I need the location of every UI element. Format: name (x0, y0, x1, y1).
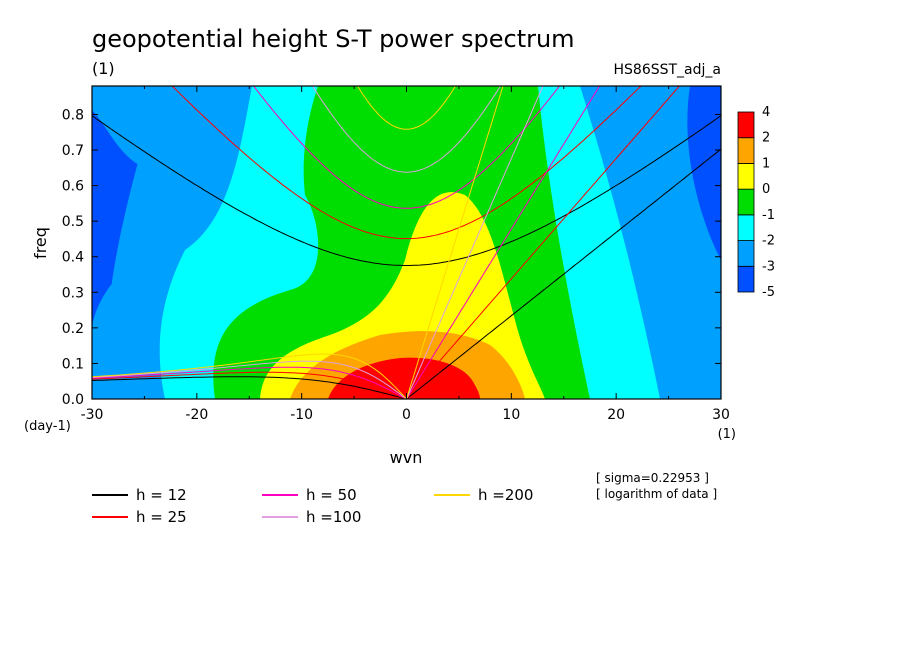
legend: h = 12 h = 25 h = 50 h =100 h =200 (92, 486, 533, 526)
note-log: [ logarithm of data ] (596, 487, 717, 501)
rossby-curve (92, 371, 407, 399)
colorbar-label: 1 (762, 156, 770, 171)
legend-label: h =100 (306, 508, 361, 526)
x-tick-label: -20 (185, 407, 208, 423)
kelvin-curve (406, 86, 601, 399)
colorbar-label: -1 (762, 208, 775, 223)
chart-title: geopotential height S-T power spectrum (92, 25, 575, 53)
rossby-curve (92, 366, 407, 399)
y-tick-label: 0.0 (62, 392, 84, 408)
x-axis: -30 -20 -10 0 10 20 30 (81, 86, 730, 423)
x-tick-label: 30 (712, 407, 730, 423)
note-sigma: [ sigma=0.22953 ] (596, 471, 709, 485)
colorbar-swatch (737, 188, 755, 216)
x-axis-unit: (1) (718, 427, 736, 442)
y-axis-label: freq (31, 227, 50, 259)
gravity-curve (252, 86, 561, 209)
colorbar-label: -5 (762, 285, 775, 300)
kelvin-curve (406, 86, 681, 399)
contour-field (92, 86, 721, 399)
colorbar-label: 0 (762, 182, 770, 197)
y-tick-label: 0.2 (62, 321, 84, 337)
legend-label: h = 25 (136, 508, 187, 526)
colorbar-swatch (737, 265, 755, 293)
chart-subtitle-left: (1) (92, 59, 115, 78)
chart-subtitle-right: HS86SST_adj_a (614, 62, 722, 78)
gravity-curve (356, 86, 457, 130)
kelvin-curve (406, 86, 504, 399)
y-axis-unit: (day-1) (24, 419, 71, 434)
colorbar-swatch (737, 137, 755, 164)
gravity-curve (171, 86, 642, 240)
legend-label: h = 12 (136, 486, 187, 504)
x-tick-label: 20 (607, 407, 625, 423)
rossby-curve (92, 376, 407, 399)
colorbar: -5 -3 -2 -1 0 1 2 4 (737, 105, 775, 300)
legend-label: h =200 (478, 486, 533, 504)
colorbar-label: -2 (762, 234, 775, 249)
colorbar-swatch (737, 111, 755, 139)
colorbar-label: 4 (762, 105, 770, 120)
colorbar-swatch (737, 240, 755, 267)
rossby-curve (92, 360, 407, 399)
gravity-curve (92, 115, 721, 266)
y-tick-label: 0.7 (62, 143, 84, 159)
y-tick-label: 0.1 (62, 356, 84, 372)
y-tick-label: 0.4 (62, 250, 84, 266)
x-tick-label: -10 (290, 407, 313, 423)
dispersion-curves (92, 86, 721, 399)
colorbar-swatch (737, 163, 755, 190)
y-tick-label: 0.6 (62, 179, 84, 195)
x-axis-label: wvn (390, 448, 423, 467)
legend-label: h = 50 (306, 486, 357, 504)
kelvin-curve (406, 148, 721, 399)
y-tick-label: 0.8 (62, 107, 84, 123)
rossby-curve (92, 353, 407, 399)
y-tick-label: 0.5 (62, 214, 84, 230)
colorbar-label: -3 (762, 259, 775, 274)
x-tick-label: -30 (81, 407, 104, 423)
x-tick-label: 10 (502, 407, 520, 423)
kelvin-curve (406, 86, 544, 399)
colorbar-swatch (737, 214, 755, 241)
gravity-curve (311, 86, 502, 173)
y-axis: 0.0 0.1 0.2 0.3 0.4 0.5 0.6 0.7 0.8 (62, 107, 721, 408)
x-tick-label: 0 (402, 407, 411, 423)
colorbar-label: 2 (762, 131, 770, 146)
y-tick-label: 0.3 (62, 285, 84, 301)
